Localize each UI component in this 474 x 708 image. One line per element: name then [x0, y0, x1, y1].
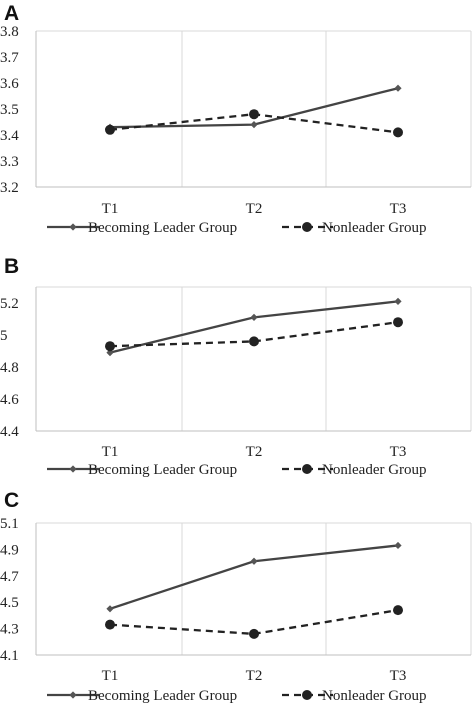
legend-leader-marker — [69, 223, 77, 231]
leader-point-marker — [250, 557, 258, 565]
leader-line — [109, 544, 399, 610]
nonleader-point-marker — [393, 317, 403, 328]
y-tick-label: 4.9 — [0, 542, 19, 558]
nonleader-point-marker — [393, 127, 403, 138]
x-tick-label: T1 — [102, 201, 119, 217]
y-tick-label: 3.5 — [0, 102, 19, 118]
series-nonleader — [105, 109, 403, 138]
legend-nonleader-marker — [302, 222, 312, 232]
x-tick-label: T3 — [390, 444, 407, 460]
y-tick-label: 3.7 — [0, 50, 19, 66]
nonleader-point-marker — [393, 605, 403, 616]
y-tick-label: 3.4 — [0, 128, 19, 144]
y-tick-label: 4.7 — [0, 569, 19, 585]
y-tick-label: 4.4 — [0, 424, 19, 440]
legend: Becoming Leader Group Nonleader Group — [47, 220, 427, 236]
legend-leader-marker — [69, 465, 77, 473]
legend-nonleader-label: Nonleader Group — [322, 220, 427, 236]
legend-leader-label: Becoming Leader Group — [88, 688, 237, 704]
x-tick-label: T2 — [246, 444, 263, 460]
y-tick-label: 4.3 — [0, 622, 19, 638]
y-tick-label: 4.8 — [0, 360, 19, 376]
nonleader-point-marker — [249, 336, 259, 347]
series-nonleader — [105, 317, 403, 352]
legend-nonleader-label: Nonleader Group — [322, 462, 427, 478]
x-tick-label: T1 — [102, 668, 119, 684]
nonleader-point-marker — [105, 124, 115, 135]
y-tick-label: 5.2 — [0, 296, 19, 312]
y-tick-label: 5 — [0, 328, 8, 344]
leader-point-marker — [394, 541, 402, 550]
series-becoming-leader — [106, 84, 402, 131]
y-tick-label: 5.1 — [0, 516, 19, 532]
x-tick-label: T2 — [246, 201, 263, 217]
nonleader-point-marker — [105, 341, 115, 352]
legend: Becoming Leader Group Nonleader Group — [47, 688, 427, 704]
panel-b: B 5.2 5 4.8 4.6 4.4 T1 T2 T3 Becoming Leader Grou… — [0, 255, 472, 478]
nonleader-point-marker — [249, 628, 259, 639]
leader-point-marker — [250, 313, 258, 321]
legend-nonleader-marker — [302, 690, 312, 700]
legend: Becoming Leader Group Nonleader Group — [47, 462, 427, 478]
leader-point-marker — [394, 297, 402, 305]
legend-leader-marker — [69, 691, 77, 699]
nonleader-point-marker — [105, 619, 115, 630]
legend-leader-label: Becoming Leader Group — [88, 462, 237, 478]
y-tick-label: 4.6 — [0, 392, 19, 408]
y-tick-label: 3.2 — [0, 180, 19, 196]
series-becoming-leader — [106, 297, 402, 357]
legend-nonleader-label: Nonleader Group — [322, 688, 427, 704]
x-tick-label: T1 — [102, 444, 119, 460]
panel-c: C 5.1 4.9 4.7 4.5 4.3 4.1 T1 T2 T3 Becoming Leader… — [0, 489, 472, 704]
x-tick-label: T2 — [246, 668, 263, 684]
leader-point-marker — [106, 349, 114, 357]
y-tick-label: 4.5 — [0, 595, 19, 611]
x-tick-label: T3 — [390, 668, 407, 684]
y-tick-label: 3.6 — [0, 76, 19, 92]
panel-letter: C — [4, 489, 19, 512]
series-becoming-leader — [106, 541, 402, 613]
legend-nonleader-marker — [302, 464, 312, 474]
legend-leader-label: Becoming Leader Group — [88, 220, 237, 236]
nonleader-point-marker — [249, 109, 259, 120]
leader-point-marker — [250, 121, 258, 129]
panel-letter: A — [4, 2, 19, 25]
y-tick-label: 4.1 — [0, 648, 19, 664]
leader-point-marker — [394, 84, 402, 92]
panel-letter: B — [4, 255, 19, 278]
y-tick-label: 3.8 — [0, 24, 19, 40]
leader-point-marker — [106, 605, 114, 613]
panel-a: A3.8 3.7 3.6 3.5 3.4 3.3 3.2 T1 T2 T3 Becoming Lea… — [0, 2, 472, 236]
series-nonleader — [105, 605, 403, 639]
y-tick-label: 3.3 — [0, 154, 19, 170]
x-tick-label: T3 — [390, 201, 407, 217]
